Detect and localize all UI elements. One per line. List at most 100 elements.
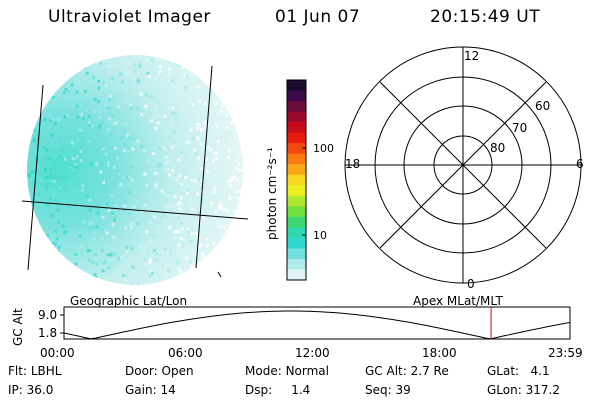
speckle-pixel: [148, 95, 152, 99]
speckle-pixel: [227, 179, 231, 183]
speckle-pixel: [71, 276, 75, 280]
speckle-pixel: [108, 271, 112, 275]
speckle-pixel: [146, 71, 150, 75]
speckle-pixel: [28, 129, 32, 133]
colorbar-segment: [287, 206, 306, 218]
speckle-pixel: [52, 190, 56, 194]
speckle-pixel: [45, 182, 49, 186]
speckle-pixel: [200, 198, 204, 202]
lon-line-west: [27, 84, 44, 271]
speckle-pixel: [197, 156, 201, 160]
speckle-pixel: [190, 255, 194, 259]
meta-door: Door: Open: [125, 364, 194, 378]
speckle-pixel: [27, 78, 31, 82]
speckle-pixel: [38, 125, 42, 129]
speckle-pixel: [57, 130, 61, 134]
speckle-pixel: [76, 115, 80, 119]
speckle-pixel: [108, 106, 112, 110]
speckle-pixel: [204, 157, 208, 161]
speckle-pixel: [238, 189, 241, 193]
speckle-pixel: [232, 244, 236, 248]
speckle-pixel: [90, 221, 94, 225]
speckle-pixel: [231, 63, 235, 67]
speckle-pixel: [30, 170, 34, 174]
speckle-pixel: [202, 79, 206, 83]
speckle-pixel: [57, 245, 61, 249]
speckle-pixel: [195, 232, 199, 235]
speckle-pixel: [63, 115, 67, 119]
speckle-pixel: [50, 117, 54, 121]
speckle-pixel: [95, 225, 99, 229]
speckle-pixel: [92, 226, 96, 230]
speckle-pixel: [191, 137, 195, 141]
speckle-pixel: [196, 192, 200, 196]
speckle-pixel: [117, 105, 121, 109]
lon-line-east: [195, 65, 213, 269]
speckle-pixel: [171, 169, 175, 173]
speckle-pixel: [177, 94, 181, 98]
speckle-pixel: [88, 249, 92, 253]
speckle-pixel: [177, 216, 181, 220]
speckle-pixel: [142, 149, 146, 153]
speckle-pixel: [46, 110, 50, 114]
speckle-pixel: [84, 155, 88, 159]
speckle-pixel: [150, 119, 154, 123]
speckle-pixel: [86, 276, 90, 280]
speckle-pixel: [148, 261, 152, 265]
speckle-pixel: [95, 161, 99, 165]
speckle-pixel: [181, 273, 185, 277]
timeline-ylabel: GC Alt: [11, 308, 25, 346]
speckle-pixel: [68, 166, 72, 170]
speckle-pixel: [180, 107, 183, 110]
speckle-pixel: [174, 117, 178, 121]
speckle-pixel: [154, 57, 158, 61]
speckle-pixel: [140, 144, 144, 148]
speckle-pixel: [194, 152, 198, 156]
speckle-pixel: [205, 237, 209, 241]
speckle-pixel: [178, 201, 182, 205]
speckle-pixel: [70, 83, 74, 87]
altitude-curve: [63, 310, 571, 340]
speckle-pixel: [215, 61, 219, 65]
speckle-pixel: [87, 139, 91, 143]
speckle-pixel: [242, 211, 243, 215]
speckle-pixel: [52, 90, 56, 94]
speckle-pixel: [53, 242, 57, 246]
speckle-pixel: [134, 198, 138, 202]
speckle-pixel: [227, 148, 231, 152]
speckle-pixel: [87, 114, 91, 118]
speckle-pixel: [120, 80, 124, 84]
speckle-pixel: [54, 139, 58, 143]
speckle-pixel: [200, 127, 203, 131]
speckle-pixel: [125, 62, 129, 66]
speckle-pixel: [154, 252, 158, 256]
speckle-pixel: [122, 149, 126, 153]
speckle-pixel: [116, 253, 120, 257]
speckle-pixel: [189, 151, 193, 155]
speckle-pixel: [129, 225, 133, 229]
speckle-pixel: [153, 234, 157, 238]
speckle-pixel: [222, 244, 226, 248]
speckle-pixel: [160, 189, 164, 193]
speckle-pixel: [126, 182, 130, 186]
speckle-pixel: [238, 106, 242, 110]
speckle-pixel: [191, 103, 195, 106]
speckle-pixel: [172, 144, 175, 148]
speckle-pixel: [178, 207, 182, 211]
speckle-pixel: [208, 223, 212, 227]
speckle-pixel: [90, 278, 94, 282]
speckle-pixel: [36, 253, 40, 257]
speckle-pixel: [39, 60, 43, 64]
speckle-pixel: [145, 283, 148, 285]
speckle-pixel: [158, 222, 162, 225]
speckle-pixel: [233, 209, 236, 213]
speckle-pixel: [167, 67, 171, 71]
speckle-pixel: [218, 225, 222, 229]
colorbar-segment: [287, 90, 306, 102]
speckle-pixel: [50, 193, 54, 197]
speckle-pixel: [184, 86, 188, 90]
speckle-pixel: [222, 225, 226, 229]
speckle-pixel: [86, 80, 90, 84]
speckle-pixel: [187, 188, 191, 192]
speckle-pixel: [75, 155, 79, 159]
